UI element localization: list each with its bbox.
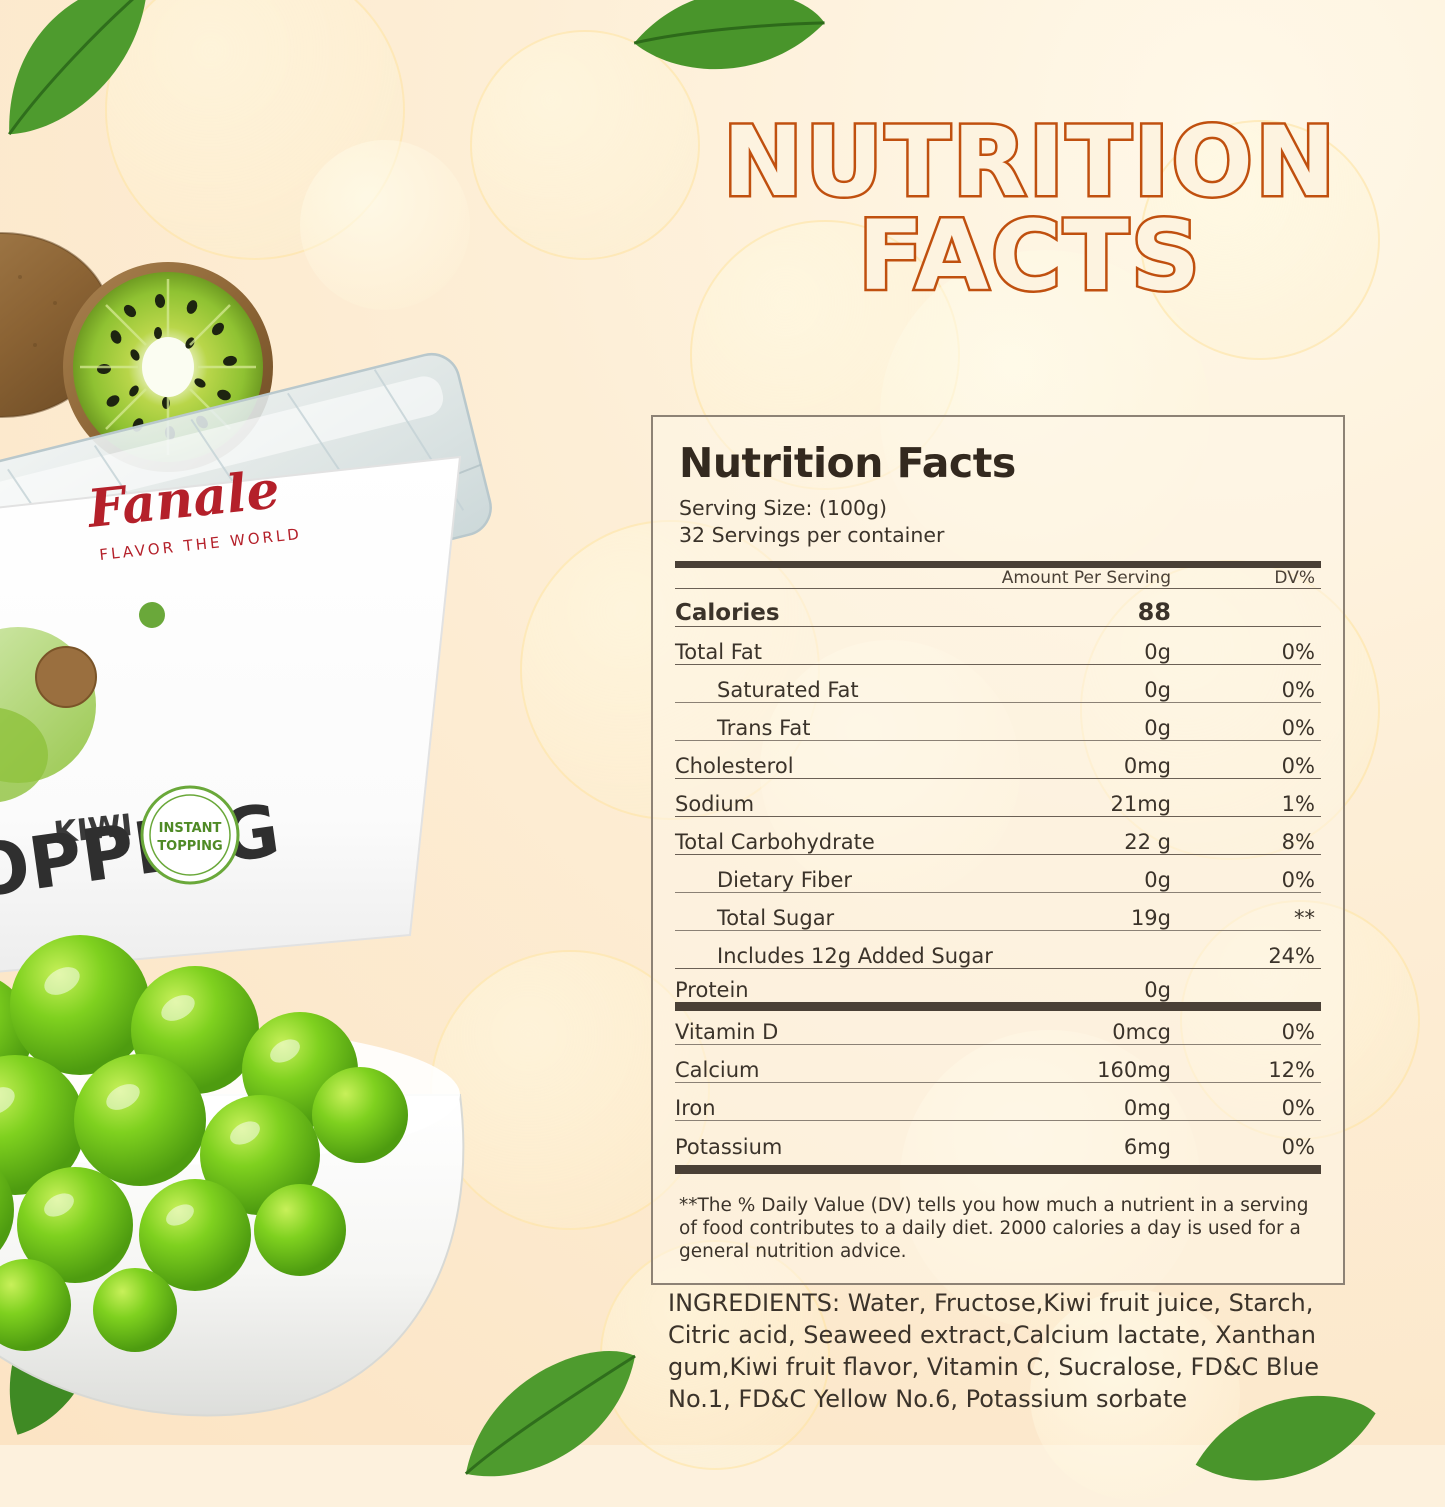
- row-amount: 0mcg: [997, 1002, 1235, 1045]
- row-amount: 0g: [997, 702, 1235, 741]
- table-row-calories: Calories 88: [675, 588, 1321, 627]
- row-dv: [1235, 588, 1321, 627]
- row-label: Total Sugar: [675, 892, 998, 931]
- flavor-label: KIWI: [52, 808, 134, 851]
- row-dv: [1235, 968, 1321, 1007]
- row-amount: 0mg: [997, 740, 1235, 779]
- table-row-iron: Iron 0mg 0%: [675, 1082, 1321, 1121]
- column-header-dv: DV%: [1235, 561, 1321, 589]
- row-label: Calories: [675, 588, 998, 627]
- row-amount: 0mg: [997, 1082, 1235, 1121]
- row-amount: 88: [997, 588, 1235, 627]
- row-label: Trans Fat: [675, 702, 998, 741]
- row-dv: 0%: [1235, 854, 1321, 893]
- row-label: Dietary Fiber: [675, 854, 998, 893]
- row-amount: 0g: [997, 626, 1235, 665]
- row-dv: 0%: [1235, 626, 1321, 665]
- nutrition-table: Amount Per Serving DV% Calories 88 Total…: [675, 561, 1321, 1159]
- row-dv: 24%: [1235, 930, 1321, 969]
- badge-line1: INSTANT: [159, 821, 222, 836]
- leaf-decoration: [0, 0, 185, 146]
- row-amount: 0g: [997, 854, 1235, 893]
- row-label: Vitamin D: [675, 1002, 998, 1045]
- table-row-potassium: Potassium 6mg 0%: [675, 1120, 1321, 1159]
- row-dv: 0%: [1235, 1082, 1321, 1121]
- page-title-line1: NUTRITION: [720, 106, 1338, 218]
- row-dv: 0%: [1235, 1002, 1321, 1045]
- row-label: Calcium: [675, 1044, 998, 1083]
- page-title-line2: FACTS: [856, 200, 1203, 313]
- table-row-saturated-fat: Saturated Fat 0g 0%: [675, 664, 1321, 703]
- bokeh-circle: [1140, 120, 1380, 360]
- leaf-decoration: [624, 0, 836, 119]
- serving-size: Serving Size: (100g): [679, 496, 888, 520]
- servings-per-container: 32 Servings per container: [679, 523, 945, 548]
- row-label: Cholesterol: [675, 740, 998, 779]
- row-label: Potassium: [675, 1120, 998, 1159]
- daily-value-footnote: **The % Daily Value (DV) tells you how m…: [679, 1194, 1309, 1263]
- row-dv: 12%: [1235, 1044, 1321, 1083]
- row-amount: 0g: [997, 968, 1235, 1007]
- table-row-trans-fat: Trans Fat 0g 0%: [675, 702, 1321, 741]
- row-label: Sodium: [675, 778, 998, 817]
- page-title: NUTRITION FACTS: [660, 106, 1400, 313]
- row-dv: 0%: [1235, 702, 1321, 741]
- row-label: Protein: [675, 968, 998, 1007]
- row-amount: 0g: [997, 664, 1235, 703]
- row-amount: 160mg: [997, 1044, 1235, 1083]
- badge-line2: TOPPING: [157, 839, 222, 854]
- table-header-row: Amount Per Serving DV%: [675, 561, 1321, 589]
- table-row-dietary-fiber: Dietary Fiber 0g 0%: [675, 854, 1321, 893]
- row-dv: 0%: [1235, 664, 1321, 703]
- row-dv: 0%: [1235, 1120, 1321, 1159]
- row-dv: 1%: [1235, 778, 1321, 817]
- row-label: Iron: [675, 1082, 998, 1121]
- row-amount: [997, 930, 1235, 969]
- row-amount: 6mg: [997, 1120, 1235, 1159]
- table-row-total-fat: Total Fat 0g 0%: [675, 626, 1321, 665]
- table-bottom-rule: [675, 1164, 1321, 1174]
- row-label: Total Carbohydrate: [675, 816, 998, 855]
- table-row-total-sugar: Total Sugar 19g **: [675, 892, 1321, 931]
- bokeh-circle: [470, 30, 700, 260]
- nutrition-facts-title: Nutrition Facts: [679, 439, 1016, 487]
- row-amount: 19g: [997, 892, 1235, 931]
- table-row-sodium: Sodium 21mg 1%: [675, 778, 1321, 817]
- row-dv: **: [1235, 892, 1321, 931]
- table-row-total-carbohydrate: Total Carbohydrate 22 g 8%: [675, 816, 1321, 855]
- bokeh-circle: [300, 140, 470, 310]
- product-photo: Fanale FLAVOR THE WORLD KIWI POPPING INS…: [0, 215, 580, 1445]
- row-dv: 0%: [1235, 740, 1321, 779]
- table-row-vitamin-d: Vitamin D 0mcg 0%: [675, 1002, 1321, 1045]
- row-label: Saturated Fat: [675, 664, 998, 703]
- column-header-amount: Amount Per Serving: [997, 561, 1235, 589]
- row-label: Includes 12g Added Sugar: [675, 930, 998, 969]
- row-label: Total Fat: [675, 626, 998, 665]
- table-row-protein: Protein 0g: [675, 968, 1321, 1007]
- row-amount: 21mg: [997, 778, 1235, 817]
- table-row-calcium: Calcium 160mg 12%: [675, 1044, 1321, 1083]
- table-row-cholesterol: Cholesterol 0mg 0%: [675, 740, 1321, 779]
- table-row-added-sugar: Includes 12g Added Sugar 24%: [675, 930, 1321, 969]
- row-dv: 8%: [1235, 816, 1321, 855]
- ingredients-text: INGREDIENTS: Water, Fructose,Kiwi fruit …: [668, 1289, 1320, 1413]
- row-amount: 22 g: [997, 816, 1235, 855]
- nutrition-facts-panel: Nutrition Facts Serving Size: (100g) 32 …: [651, 415, 1345, 1285]
